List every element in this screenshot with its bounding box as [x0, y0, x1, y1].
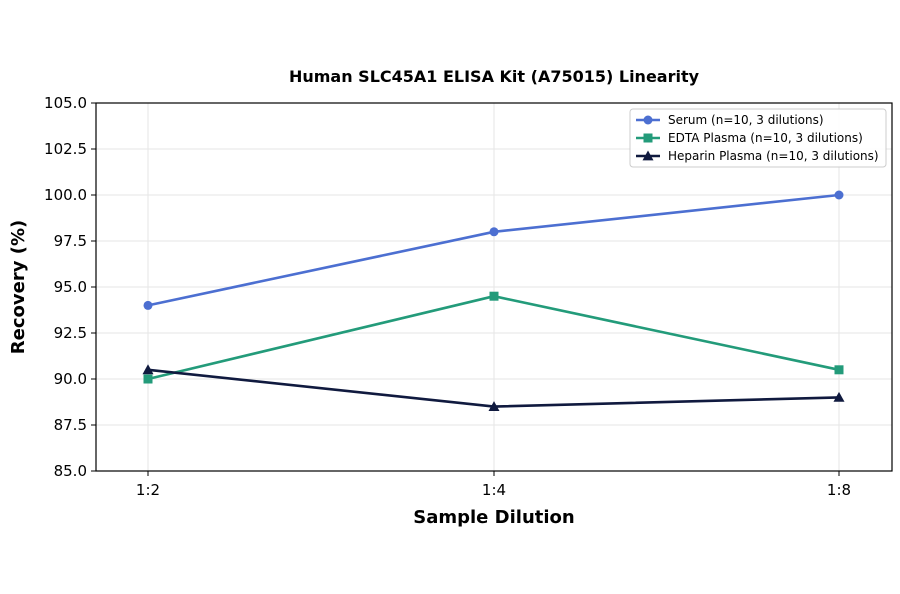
data-point	[489, 291, 499, 301]
x-tick-label: 1:2	[136, 481, 160, 499]
data-point	[142, 364, 154, 375]
legend-marker	[643, 115, 653, 125]
y-tick-label: 105.0	[44, 94, 87, 112]
chart-title: Human SLC45A1 ELISA Kit (A75015) Lineari…	[289, 67, 700, 86]
legend-marker	[643, 133, 653, 143]
legend-entry: EDTA Plasma (n=10, 3 dilutions)	[636, 131, 863, 145]
legend-box	[629, 108, 887, 168]
data-point	[833, 391, 845, 402]
y-tick-label: 92.5	[54, 324, 87, 342]
legend-label: Serum (n=10, 3 dilutions)	[668, 113, 824, 127]
y-tick-label: 97.5	[54, 232, 87, 250]
data-point	[143, 300, 153, 310]
data-point	[488, 401, 500, 411]
y-axis-label: Recovery (%)	[8, 220, 29, 354]
series-group	[142, 190, 845, 411]
y-tick-label: 95.0	[54, 278, 87, 296]
data-point	[489, 227, 499, 237]
legend-marker	[642, 150, 654, 161]
data-point	[834, 190, 844, 200]
y-tick-label: 90.0	[54, 370, 87, 388]
legend-label: EDTA Plasma (n=10, 3 dilutions)	[668, 131, 863, 145]
legend: Serum (n=10, 3 dilutions) EDTA Plasma (n=…	[629, 108, 887, 168]
data-point	[143, 374, 153, 384]
series-2	[143, 291, 844, 384]
y-tick-label: 102.5	[44, 140, 87, 158]
plot-frame	[95, 102, 893, 472]
series-3	[142, 364, 845, 411]
data-point	[834, 365, 844, 375]
x-axis-label: Sample Dilution	[413, 507, 574, 528]
x-tick-label: 1:4	[482, 481, 506, 499]
y-tick-label: 100.0	[44, 186, 87, 204]
y-tick-label: 85.0	[54, 462, 87, 480]
legend-entry: Heparin Plasma (n=10, 3 dilutions)	[636, 149, 879, 163]
legend-entry: Serum (n=10, 3 dilutions)	[636, 113, 824, 127]
x-tick-label: 1:8	[827, 481, 851, 499]
y-tick-label: 87.5	[54, 416, 87, 434]
series-1	[143, 190, 844, 310]
axis-ticks: 85.0 87.5 90.0 92.5 95.0 97.5 100.0 102.5 105.0 1…	[44, 94, 851, 499]
legend-label: Heparin Plasma (n=10, 3 dilutions)	[668, 149, 879, 163]
